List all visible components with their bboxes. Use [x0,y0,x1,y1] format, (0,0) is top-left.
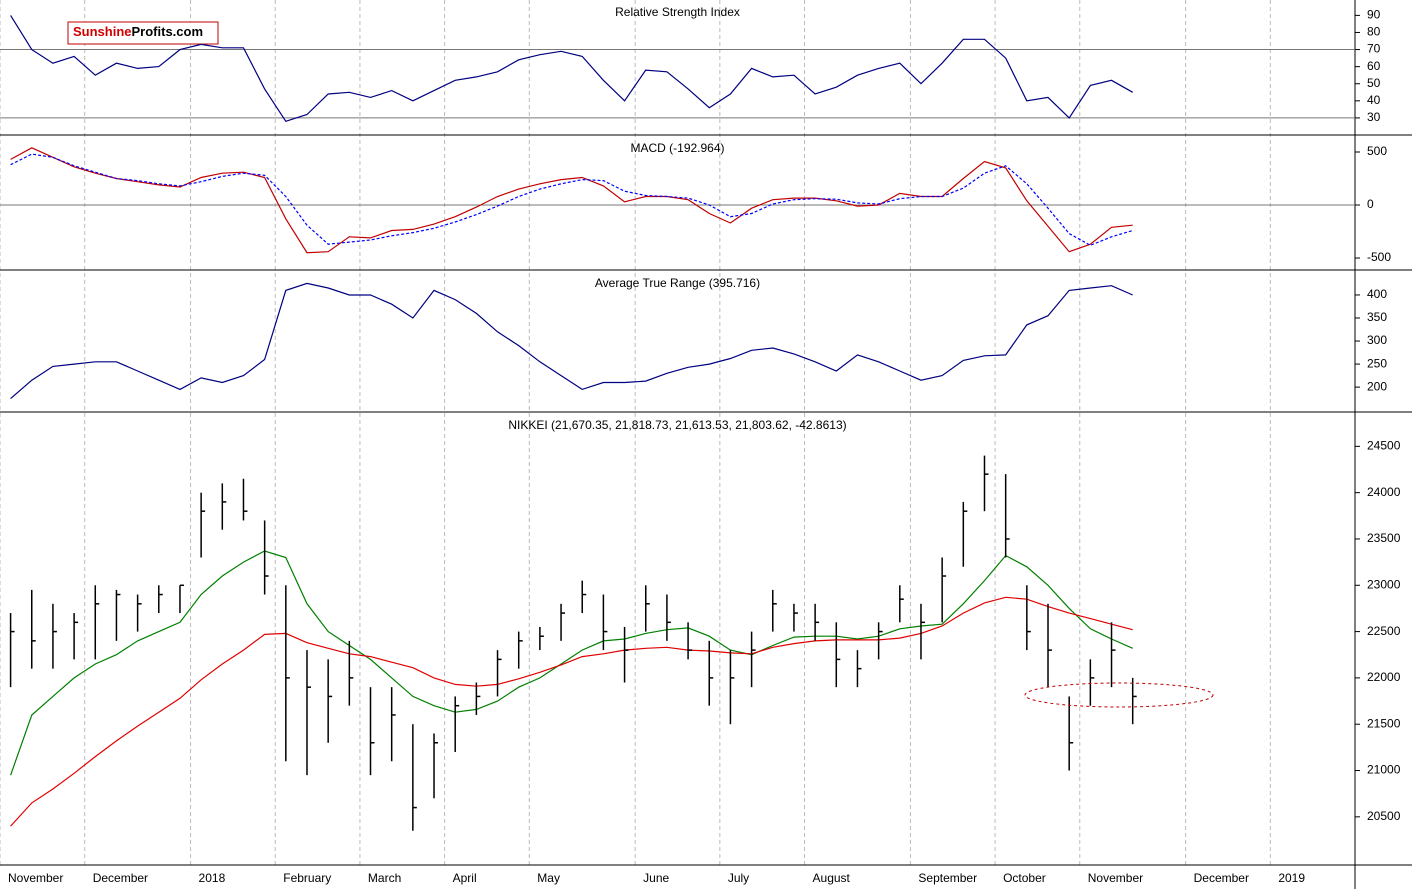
x-tick-label: October [1003,871,1046,885]
y-tick-label: 90 [1367,8,1381,22]
x-tick-label: March [368,871,401,885]
y-tick-label: 80 [1367,25,1381,39]
logo-box [67,21,219,45]
highlight-ellipse [1024,682,1214,708]
y-tick-label: 70 [1367,42,1381,56]
logo: SunshineProfits.com [67,21,219,45]
y-tick-label: 350 [1367,310,1387,324]
logo-brand: Sunshine [73,24,132,39]
x-tick-label: August [813,871,851,885]
x-tick-label: December [1194,871,1249,885]
y-tick-label: 250 [1367,356,1387,370]
y-tick-label: 23000 [1367,577,1401,591]
logo-domain: Profits.com [132,24,204,39]
panel-title: MACD (-192.964) [630,141,724,155]
y-tick-label: 40 [1367,93,1381,107]
y-tick-label: -500 [1367,250,1391,264]
y-tick-label: 60 [1367,59,1381,73]
series-line [10,15,1133,123]
y-tick-label: 24500 [1367,439,1401,453]
y-tick-label: 21500 [1367,716,1401,730]
series-line [10,596,1133,827]
y-tick-label: 400 [1367,287,1387,301]
y-tick-label: 21000 [1367,763,1401,777]
series-line [10,550,1133,776]
panel-title: Average True Range (395.716) [595,276,760,290]
x-tick-label: November [1088,871,1143,885]
y-tick-label: 300 [1367,333,1387,347]
x-tick-label: November [8,871,63,885]
y-tick-label: 23500 [1367,531,1401,545]
x-tick-label: December [93,871,148,885]
x-tick-label: September [918,871,977,885]
y-tick-label: 22500 [1367,624,1401,638]
y-tick-label: 0 [1367,197,1374,211]
x-tick-label: 2018 [199,871,226,885]
x-tick-label: 2019 [1278,871,1305,885]
x-tick-label: July [728,871,749,885]
y-tick-label: 24000 [1367,485,1401,499]
series-line [10,282,1133,400]
y-tick-label: 200 [1367,379,1387,393]
panel-title: Relative Strength Index [615,5,740,19]
y-tick-label: 22000 [1367,670,1401,684]
x-tick-label: February [283,871,331,885]
logo-text: SunshineProfits.com [73,24,203,39]
x-tick-label: June [643,871,669,885]
y-tick-label: 50 [1367,76,1381,90]
panel-title: NIKKEI (21,670.35, 21,818.73, 21,613.53,… [508,418,846,432]
y-tick-label: 500 [1367,144,1387,158]
x-tick-label: May [537,871,560,885]
y-tick-label: 20500 [1367,809,1401,823]
x-tick-label: April [453,871,477,885]
series-line [10,147,1133,254]
y-tick-label: 30 [1367,110,1381,124]
